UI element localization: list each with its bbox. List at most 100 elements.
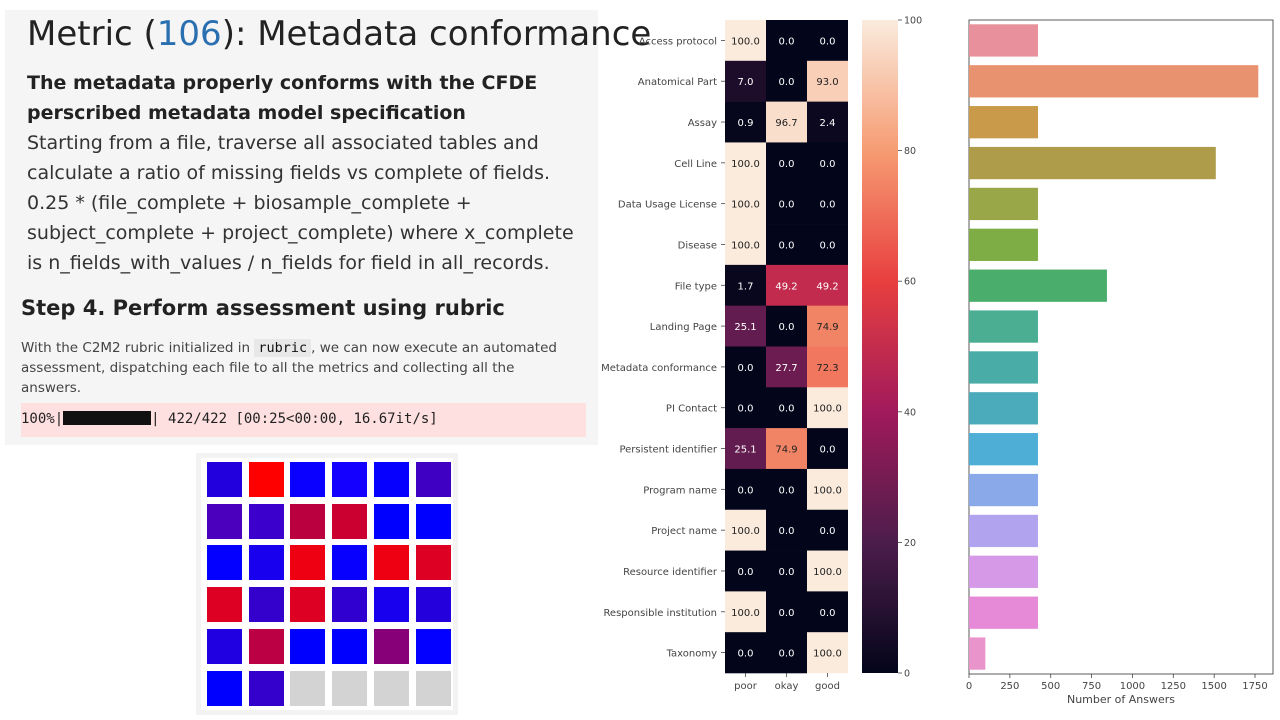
heatmap-value-label: 74.9 — [775, 445, 797, 456]
waffle-cell — [373, 587, 409, 623]
heatmap-cell — [807, 60, 848, 102]
heatmap-cell — [725, 591, 766, 633]
heatmap-value-label: 1.7 — [738, 281, 754, 292]
heatmap-value-label: 93.0 — [816, 77, 838, 88]
heatmap-value-label: 0.0 — [779, 485, 795, 496]
waffle-cell — [207, 503, 242, 539]
bar — [969, 596, 1038, 629]
heatmap-cell — [766, 101, 807, 143]
waffle-cell — [415, 587, 451, 623]
heatmap-value-label: 0.0 — [779, 200, 795, 211]
step-text-before: With the C2M2 rubric initialized in — [21, 340, 255, 356]
waffle-cell — [248, 503, 284, 539]
heatmap-cell — [766, 632, 807, 674]
heatmap-cell — [725, 468, 766, 511]
heatmap-cell — [807, 428, 848, 470]
heatmap-value-label: 49.2 — [775, 281, 797, 292]
heatmap-row-label: Responsible institution — [603, 608, 717, 619]
inline-code: rubric — [254, 339, 312, 357]
progress-bar — [63, 411, 152, 425]
heatmap-column-label: good — [815, 681, 840, 692]
heatmap-value-label: 25.1 — [734, 445, 756, 456]
heatmap-cell — [725, 60, 766, 102]
heatmap-cell — [766, 387, 807, 429]
waffle-cell — [415, 628, 451, 664]
waffle-cell — [415, 545, 451, 581]
x-tick-label: 1000 — [1120, 681, 1145, 692]
heatmap-value-label: 0.0 — [779, 322, 795, 333]
waffle-cell — [373, 545, 409, 581]
colorbar-tick-label: 80 — [904, 146, 916, 157]
bar — [969, 269, 1107, 302]
metric-title: Metric (106): Metadata conformance — [27, 14, 651, 54]
bar — [969, 433, 1038, 466]
colorbar-tick-label: 20 — [904, 538, 916, 549]
heatmap-value-label: 27.7 — [775, 363, 797, 374]
x-tick-label: 1250 — [1161, 681, 1186, 692]
x-tick-label: 500 — [1041, 681, 1060, 692]
heatmap-cell — [807, 591, 848, 633]
x-tick-label: 750 — [1082, 681, 1101, 692]
heatmap-row-label: Access protocol — [639, 36, 717, 47]
heatmap-cell — [766, 550, 807, 592]
heatmap-cell — [725, 632, 766, 674]
progress-output: 100%| | 422/422 [00:25<00:00, 16.67it/s] — [21, 403, 586, 437]
bar — [969, 146, 1216, 180]
waffle-cell — [248, 462, 284, 497]
heatmap-cell — [807, 101, 848, 143]
heatmap-cell — [807, 346, 848, 388]
heatmap-value-label: 0.0 — [820, 36, 836, 47]
heatmap-cell — [725, 509, 766, 551]
heatmap-row-label: Metadata conformance — [601, 363, 717, 374]
heatmap-cell — [807, 224, 848, 266]
metric-number-link[interactable]: 106 — [156, 14, 222, 54]
heatmap-cell — [807, 183, 848, 225]
bar — [969, 392, 1038, 425]
heatmap-cell — [725, 387, 766, 429]
heatmap-row-label: Resource identifier — [623, 567, 718, 578]
heatmap-value-label: 72.3 — [816, 363, 838, 374]
heatmap-cell — [725, 550, 766, 592]
waffle-cell — [332, 503, 368, 539]
heatmap-value-label: 2.4 — [820, 118, 836, 129]
heatmap-row-label: Persistent identifier — [619, 445, 717, 456]
x-tick-label: 250 — [1000, 681, 1019, 692]
waffle-cell — [248, 545, 284, 581]
heatmap-value-label: 74.9 — [816, 322, 838, 333]
heatmap-value-label: 100.0 — [813, 404, 842, 415]
heatmap-row-label: Data Usage License — [618, 200, 717, 211]
heatmap-row-label: Disease — [678, 240, 717, 251]
heatmap-cell — [807, 142, 848, 184]
heatmap-value-label: 7.0 — [738, 77, 754, 88]
heatmap-row-label: File type — [675, 281, 717, 292]
heatmap-value-label: 0.0 — [779, 404, 795, 415]
heatmap-row-label: Project name — [651, 526, 717, 537]
bar — [969, 228, 1038, 261]
heatmap-row-label: Assay — [688, 118, 717, 129]
step-text-after: , we can now execute an automated assess… — [21, 340, 557, 396]
waffle-cell — [290, 670, 326, 706]
x-tick-label: 1750 — [1242, 681, 1267, 692]
heatmap-value-label: 100.0 — [731, 526, 760, 537]
waffle-cell — [373, 628, 409, 664]
heatmap-row-label: Taxonomy — [666, 649, 718, 660]
heatmap-value-label: 0.0 — [820, 526, 836, 537]
x-axis-label: Number of Answers — [1067, 693, 1175, 706]
bar — [969, 637, 986, 670]
bar — [969, 555, 1038, 588]
notebook-panel: Metric (106): Metadata conformance The m… — [5, 10, 651, 445]
bar — [969, 473, 1038, 507]
bar — [969, 351, 1038, 384]
waffle-cell — [415, 670, 451, 706]
waffle-cell — [248, 587, 284, 623]
waffle-cell — [207, 670, 242, 706]
waffle-cell — [332, 545, 368, 581]
progress-stats: | 422/422 [00:25<00:00, 16.67it/s] — [151, 411, 438, 427]
bar — [969, 106, 1038, 139]
heatmap-cell — [766, 305, 807, 347]
heatmap-value-label: 100.0 — [731, 36, 760, 47]
heatmap-column-label: okay — [775, 681, 799, 692]
waffle-cell — [207, 462, 242, 497]
bar — [969, 187, 1038, 221]
heatmap-row-label: Anatomical Part — [638, 77, 717, 88]
